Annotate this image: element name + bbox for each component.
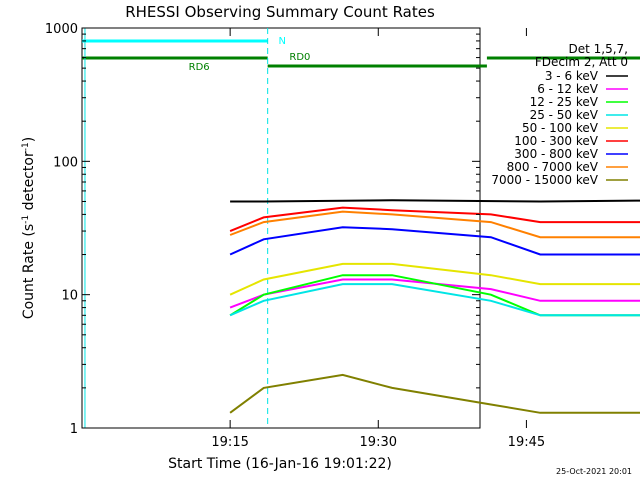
y-tick-label: 1000 bbox=[45, 22, 78, 37]
legend-entry-label: 100 - 300 keV bbox=[514, 134, 598, 148]
y-axis-label: Count Rate (s-1 detector-1) bbox=[21, 137, 37, 319]
series-line-8 bbox=[229, 373, 640, 414]
plot-frame bbox=[81, 27, 481, 429]
flag-label: N bbox=[279, 36, 286, 47]
legend-entry-label: 800 - 7000 keV bbox=[507, 160, 599, 174]
legend-entry-label: 25 - 50 keV bbox=[530, 108, 599, 122]
footer-date: 25-Oct-2021 20:01 bbox=[556, 467, 632, 476]
y-tick-label: 10 bbox=[61, 289, 78, 304]
flag-bars: NRD0RD6F bbox=[82, 28, 640, 428]
y-axis-ticks: 1 10 100 1000 bbox=[45, 22, 480, 437]
legend-entry-label: 50 - 100 keV bbox=[522, 121, 599, 135]
series-line-7 bbox=[229, 210, 640, 239]
legend-header-line-2: FDecim 2, Att 0 bbox=[535, 55, 628, 69]
y-axis-label-sup-2: -1 bbox=[21, 142, 31, 151]
x-tick-label: 19:15 bbox=[211, 435, 248, 450]
series-lines bbox=[229, 199, 640, 414]
series-line-1 bbox=[229, 278, 640, 309]
series-line-3 bbox=[229, 283, 640, 317]
series-line-0 bbox=[230, 199, 640, 203]
plot-area bbox=[81, 27, 481, 429]
y-tick-label: 1 bbox=[70, 422, 78, 437]
series-line-5 bbox=[229, 206, 640, 233]
y-tick-label: 100 bbox=[53, 155, 78, 170]
flag-label: RD6 bbox=[189, 62, 210, 73]
chart-title: RHESSI Observing Summary Count Rates bbox=[125, 3, 435, 21]
x-tick-label: 19:30 bbox=[360, 435, 397, 450]
y-axis-label-part-3: ) bbox=[21, 137, 37, 142]
y-axis-label-part-2: detector bbox=[21, 151, 37, 215]
x-tick-label: 19:45 bbox=[508, 435, 545, 450]
legend-entry-label: 7000 - 15000 keV bbox=[491, 173, 598, 187]
y-axis-label-sup-1: -1 bbox=[21, 215, 31, 224]
x-axis-label: Start Time (16-Jan-16 19:01:22) bbox=[168, 456, 392, 472]
legend-entry-label: 12 - 25 keV bbox=[530, 95, 599, 109]
legend-entry-label: 3 - 6 keV bbox=[545, 69, 599, 83]
legend-entry-label: 300 - 800 keV bbox=[514, 147, 598, 161]
legend-header-line-1: Det 1,5,7, bbox=[569, 42, 629, 56]
series-line-6 bbox=[229, 226, 640, 256]
y-axis-label-part-1: Count Rate (s bbox=[21, 224, 37, 319]
legend-entry-label: 6 - 12 keV bbox=[537, 82, 599, 96]
series-line-4 bbox=[229, 262, 640, 296]
flag-label: RD0 bbox=[289, 52, 310, 63]
